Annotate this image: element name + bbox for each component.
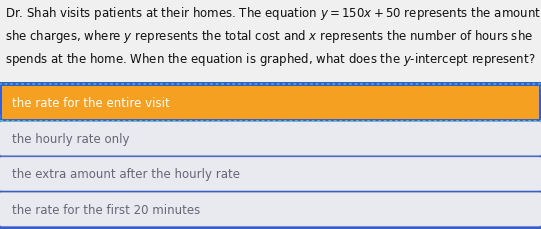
- Text: the hourly rate only: the hourly rate only: [12, 132, 129, 145]
- Bar: [0, 0, 541, 82]
- FancyBboxPatch shape: [0, 193, 541, 226]
- Text: the rate for the first 20 minutes: the rate for the first 20 minutes: [12, 203, 200, 216]
- Text: the rate for the entire visit: the rate for the entire visit: [12, 96, 170, 109]
- Text: Dr. Shah visits patients at their homes. The equation $y = 150x + 50$ represents: Dr. Shah visits patients at their homes.…: [5, 5, 541, 68]
- FancyBboxPatch shape: [0, 157, 541, 191]
- Text: the extra amount after the hourly rate: the extra amount after the hourly rate: [12, 168, 240, 181]
- Bar: [2, 86, 539, 119]
- FancyBboxPatch shape: [0, 122, 541, 156]
